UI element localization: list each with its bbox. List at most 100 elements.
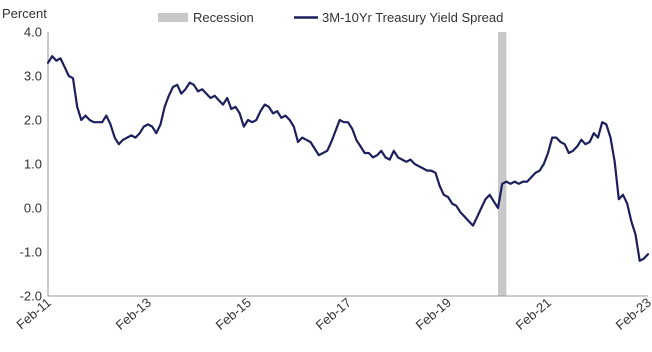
x-tick-label: Feb-15 bbox=[213, 295, 254, 333]
recession-band bbox=[498, 32, 507, 296]
data-point bbox=[430, 169, 432, 171]
data-point bbox=[305, 139, 307, 141]
data-point bbox=[334, 130, 336, 132]
data-point bbox=[572, 150, 574, 152]
data-point bbox=[97, 121, 99, 123]
data-point bbox=[168, 95, 170, 97]
data-point bbox=[514, 180, 516, 182]
data-point bbox=[472, 224, 474, 226]
data-point bbox=[105, 114, 107, 116]
data-point bbox=[297, 141, 299, 143]
data-point bbox=[118, 143, 120, 145]
y-axis-ticks: 4.0 3.0 2.0 1.0 0.0 -1.0 -2.0 bbox=[20, 25, 42, 304]
data-point bbox=[63, 66, 65, 68]
data-point bbox=[505, 180, 507, 182]
data-point bbox=[397, 156, 399, 158]
data-point bbox=[130, 134, 132, 136]
data-point bbox=[589, 141, 591, 143]
y-tick-label: 1.0 bbox=[24, 157, 42, 172]
data-point bbox=[51, 55, 53, 57]
data-point bbox=[251, 121, 253, 123]
data-point bbox=[643, 257, 645, 259]
data-point bbox=[189, 81, 191, 83]
data-point bbox=[451, 202, 453, 204]
data-point bbox=[272, 112, 274, 114]
data-point bbox=[68, 75, 70, 77]
data-point bbox=[426, 169, 428, 171]
legend-label-spread: 3M-10Yr Treasury Yield Spread bbox=[322, 10, 503, 25]
data-point bbox=[197, 90, 199, 92]
data-point bbox=[639, 260, 641, 262]
data-point bbox=[447, 196, 449, 198]
data-point bbox=[226, 97, 228, 99]
y-tick-label: -1.0 bbox=[20, 245, 42, 260]
series-line-yield-spread bbox=[46, 55, 650, 262]
x-tick-label: Feb-17 bbox=[313, 295, 354, 333]
data-point bbox=[530, 176, 532, 178]
data-point bbox=[376, 154, 378, 156]
data-point bbox=[476, 216, 478, 218]
data-point bbox=[568, 152, 570, 154]
data-point bbox=[151, 125, 153, 127]
x-tick-label: Feb-13 bbox=[113, 295, 154, 333]
data-point bbox=[214, 95, 216, 97]
legend-swatch-recession bbox=[158, 13, 188, 22]
data-point bbox=[276, 110, 278, 112]
data-point bbox=[330, 141, 332, 143]
data-point bbox=[205, 92, 207, 94]
data-point bbox=[609, 136, 611, 138]
data-point bbox=[364, 152, 366, 154]
data-point bbox=[526, 180, 528, 182]
data-point bbox=[89, 119, 91, 121]
data-point bbox=[255, 119, 257, 121]
data-point bbox=[484, 198, 486, 200]
data-point bbox=[268, 106, 270, 108]
x-axis-ticks: Feb-11 Feb-13 Feb-15 Feb-17 Feb-19 Feb-21 Feb-… bbox=[13, 295, 652, 333]
data-point bbox=[493, 200, 495, 202]
data-point bbox=[543, 163, 545, 165]
y-tick-label: 0.0 bbox=[24, 201, 42, 216]
data-point bbox=[351, 128, 353, 130]
data-point bbox=[547, 152, 549, 154]
data-point bbox=[93, 121, 95, 123]
data-point bbox=[455, 205, 457, 207]
data-point bbox=[439, 185, 441, 187]
x-tick-label: Feb-19 bbox=[413, 295, 454, 333]
data-point bbox=[630, 220, 632, 222]
data-point bbox=[522, 180, 524, 182]
data-point bbox=[134, 136, 136, 138]
data-point bbox=[551, 136, 553, 138]
data-point bbox=[489, 194, 491, 196]
data-point bbox=[339, 119, 341, 121]
data-point bbox=[584, 143, 586, 145]
data-point bbox=[47, 62, 49, 64]
data-point bbox=[626, 202, 628, 204]
data-point bbox=[414, 163, 416, 165]
data-point bbox=[434, 172, 436, 174]
data-point bbox=[72, 77, 74, 79]
data-point bbox=[509, 183, 511, 185]
data-point bbox=[147, 123, 149, 125]
data-point bbox=[293, 125, 295, 127]
data-point bbox=[101, 121, 103, 123]
data-point bbox=[164, 106, 166, 108]
data-point bbox=[201, 88, 203, 90]
data-point bbox=[76, 106, 78, 108]
data-point bbox=[422, 167, 424, 169]
data-point bbox=[605, 123, 607, 125]
data-point bbox=[309, 141, 311, 143]
data-point bbox=[409, 158, 411, 160]
data-point bbox=[55, 59, 57, 61]
data-point bbox=[614, 161, 616, 163]
data-point bbox=[155, 132, 157, 134]
data-point bbox=[284, 114, 286, 116]
data-point bbox=[393, 150, 395, 152]
data-point bbox=[580, 139, 582, 141]
data-point bbox=[109, 123, 111, 125]
data-point bbox=[139, 132, 141, 134]
data-point bbox=[355, 139, 357, 141]
data-point bbox=[280, 117, 282, 119]
data-point bbox=[372, 156, 374, 158]
data-point bbox=[418, 165, 420, 167]
